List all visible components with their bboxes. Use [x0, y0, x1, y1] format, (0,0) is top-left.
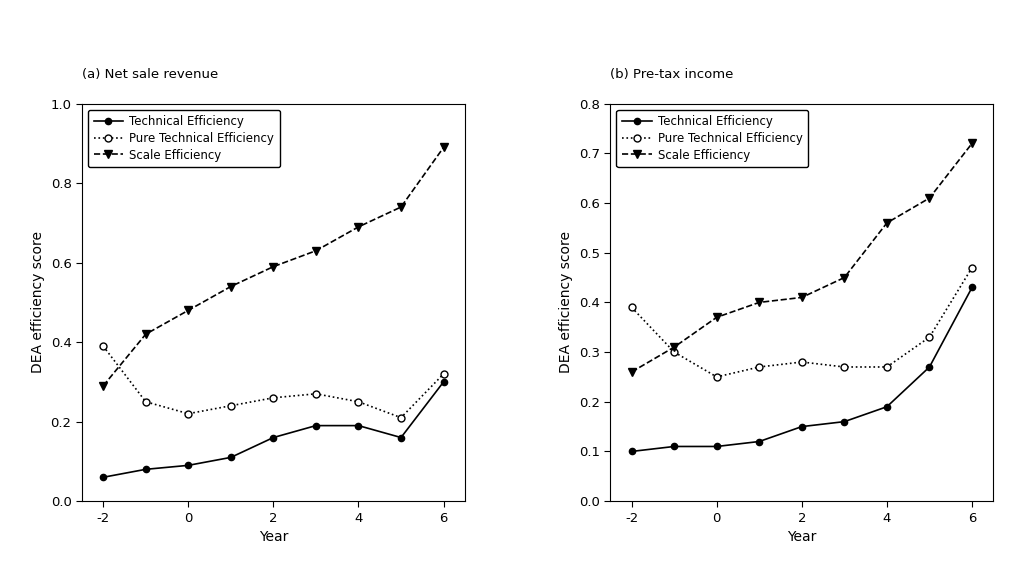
Pure Technical Efficiency	[267, 395, 280, 401]
Pure Technical Efficiency	[966, 264, 978, 271]
Technical Efficiency	[753, 438, 765, 445]
Text: (b) Pre-tax income: (b) Pre-tax income	[610, 67, 734, 81]
Line: Pure Technical Efficiency: Pure Technical Efficiency	[628, 264, 976, 380]
X-axis label: Year: Year	[787, 530, 816, 544]
Scale Efficiency	[352, 223, 365, 230]
Pure Technical Efficiency	[97, 343, 110, 350]
Technical Efficiency	[839, 418, 851, 425]
Scale Efficiency	[796, 294, 808, 301]
Scale Efficiency	[753, 299, 765, 306]
Scale Efficiency	[668, 344, 680, 351]
Pure Technical Efficiency	[753, 363, 765, 370]
Technical Efficiency	[711, 443, 723, 450]
Technical Efficiency	[966, 284, 978, 291]
Technical Efficiency	[310, 422, 323, 429]
Scale Efficiency	[626, 369, 638, 376]
Line: Scale Efficiency: Scale Efficiency	[628, 139, 976, 376]
Scale Efficiency	[267, 263, 280, 270]
Line: Technical Efficiency: Technical Efficiency	[100, 379, 446, 480]
Legend: Technical Efficiency, Pure Technical Efficiency, Scale Efficiency: Technical Efficiency, Pure Technical Eff…	[616, 109, 808, 168]
Pure Technical Efficiency	[310, 391, 323, 397]
Pure Technical Efficiency	[796, 358, 808, 366]
Scale Efficiency	[839, 274, 851, 281]
Pure Technical Efficiency	[139, 399, 152, 406]
Technical Efficiency	[224, 454, 237, 461]
Technical Efficiency	[267, 434, 280, 441]
Line: Technical Efficiency: Technical Efficiency	[629, 285, 975, 454]
Scale Efficiency	[924, 195, 936, 202]
Technical Efficiency	[182, 462, 195, 469]
Technical Efficiency	[626, 448, 638, 455]
Pure Technical Efficiency	[182, 410, 195, 417]
Text: (a) Net sale revenue: (a) Net sale revenue	[82, 67, 218, 81]
Technical Efficiency	[881, 403, 893, 410]
Pure Technical Efficiency	[839, 363, 851, 370]
Technical Efficiency	[395, 434, 408, 441]
Scale Efficiency	[182, 307, 195, 314]
Scale Efficiency	[711, 314, 723, 321]
Line: Pure Technical Efficiency: Pure Technical Efficiency	[99, 343, 447, 421]
Pure Technical Efficiency	[224, 402, 237, 409]
Pure Technical Efficiency	[668, 348, 680, 355]
Scale Efficiency	[437, 144, 450, 151]
Scale Efficiency	[97, 382, 110, 389]
Pure Technical Efficiency	[352, 399, 365, 406]
Technical Efficiency	[437, 378, 450, 385]
Y-axis label: DEA efficiency score: DEA efficiency score	[31, 232, 45, 373]
Technical Efficiency	[97, 474, 110, 481]
Scale Efficiency	[139, 331, 152, 338]
Technical Efficiency	[139, 466, 152, 473]
Scale Efficiency	[966, 140, 978, 147]
Pure Technical Efficiency	[881, 363, 893, 370]
Scale Efficiency	[881, 219, 893, 226]
Scale Efficiency	[310, 247, 323, 254]
Pure Technical Efficiency	[626, 304, 638, 311]
Technical Efficiency	[796, 423, 808, 430]
Legend: Technical Efficiency, Pure Technical Efficiency, Scale Efficiency: Technical Efficiency, Pure Technical Eff…	[88, 109, 280, 168]
Pure Technical Efficiency	[924, 334, 936, 340]
Pure Technical Efficiency	[437, 370, 450, 377]
Scale Efficiency	[224, 283, 237, 290]
Line: Scale Efficiency: Scale Efficiency	[99, 143, 447, 390]
Scale Efficiency	[395, 203, 408, 210]
Technical Efficiency	[924, 363, 936, 370]
X-axis label: Year: Year	[259, 530, 288, 544]
Pure Technical Efficiency	[711, 373, 723, 380]
Pure Technical Efficiency	[395, 414, 408, 421]
Technical Efficiency	[668, 443, 680, 450]
Technical Efficiency	[352, 422, 365, 429]
Y-axis label: DEA efficiency score: DEA efficiency score	[559, 232, 573, 373]
